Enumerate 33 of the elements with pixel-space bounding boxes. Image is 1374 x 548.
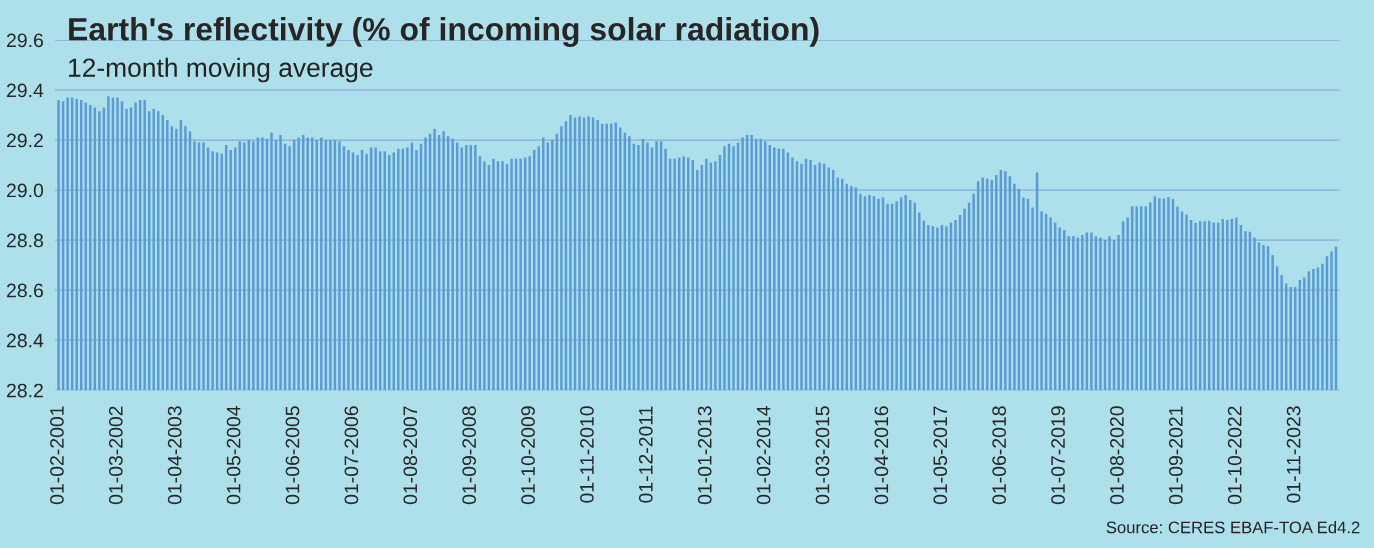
- y-tick-label: 28.6: [6, 283, 43, 298]
- x-tick-label: 01-06-2005: [285, 406, 300, 505]
- y-tick-label: 28.4: [6, 333, 44, 348]
- x-tick-label: 01-05-2004: [226, 406, 241, 505]
- x-tick-label: 01-07-2019: [1051, 406, 1065, 505]
- x-tick-label: 01-03-2002: [108, 406, 123, 505]
- text: 12-month moving average: [69, 57, 373, 83]
- x-tick-label: 01-08-2020: [1110, 406, 1124, 505]
- x-tick-label: 01-09-2021: [1168, 406, 1183, 505]
- x-tick-label: 01-04-2016: [874, 406, 889, 505]
- y-tick-label: 29.6: [6, 33, 43, 48]
- x-tick-label: 01-12-2011: [638, 406, 653, 503]
- x-tick-label: 01-06-2018: [992, 406, 1007, 505]
- y-tick-label: 28.2: [6, 383, 43, 398]
- chart-title: Earth's reflectivity (% of incoming solar radiation): [69, 17, 819, 47]
- y-tick-label: 29.4: [6, 83, 44, 98]
- x-tick-label: 01-02-2001: [50, 406, 64, 505]
- x-tick-label: 01-07-2006: [344, 406, 359, 505]
- x-tick-label: 01-04-2003: [167, 406, 182, 505]
- x-tick-label: 01-03-2015: [815, 406, 830, 505]
- source-note: Source: CERES EBAF-TOA Ed4.2: [1106, 521, 1360, 534]
- x-tick-label: 01-09-2008: [462, 406, 477, 505]
- x-tick-label: 01-01-2013: [697, 406, 712, 505]
- x-tick-label: 01-02-2014: [756, 406, 771, 505]
- x-tick-label: 01-05-2017: [933, 406, 948, 505]
- x-tick-label: 01-10-2009: [521, 406, 535, 505]
- x-tick-label: 01-10-2022: [1227, 406, 1242, 505]
- y-tick-label: 29.2: [6, 133, 43, 148]
- y-tick-label: 29.0: [6, 183, 44, 198]
- x-tick-label: 01-11-2010: [580, 406, 594, 503]
- x-tick-label: 01-08-2007: [403, 406, 418, 505]
- x-tick-label: 01-11-2023: [1286, 406, 1301, 503]
- y-tick-label: 28.8: [6, 233, 44, 248]
